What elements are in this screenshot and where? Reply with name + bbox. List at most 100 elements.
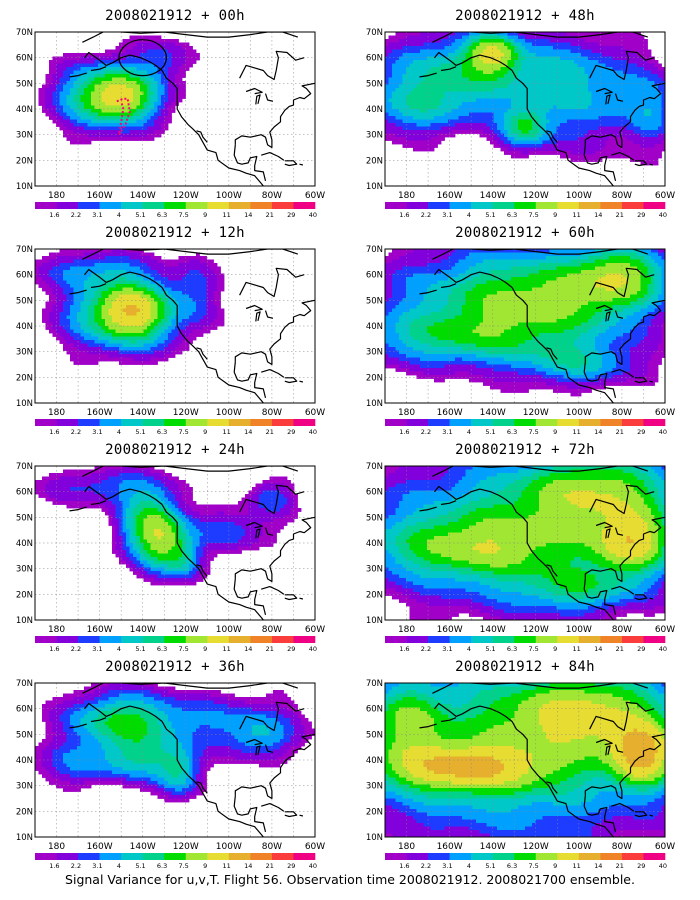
colorbar-label: 3.1 [442,862,452,870]
colorbar-swatch [471,636,493,643]
colorbar-label: 6.3 [157,428,167,436]
colorbar-swatch [428,636,450,643]
lat-tick-label: 50N [366,513,383,523]
colorbar-swatch [600,419,623,426]
colorbar-label: 6.3 [157,211,167,219]
colorbar-swatch [164,202,187,209]
colorbar-label: 29 [637,645,645,653]
lat-tick-label: 60N [16,271,33,281]
lat-tick-label: 10N [366,616,383,626]
colorbar-label: 4 [467,428,471,436]
colorbar-swatch [293,202,316,209]
colorbar-swatch [207,636,230,643]
coastlines [419,466,665,620]
colorbar-swatch [535,636,558,643]
map-frame [34,248,316,404]
colorbar-label: 2.2 [421,428,431,436]
colorbar-label: 9 [203,428,207,436]
colorbar-swatch [449,636,472,643]
lat-tick-label: 50N [16,79,33,89]
colorbar-swatch [250,853,273,860]
lon-tick-label: 100W [566,191,592,201]
colorbar-swatch [78,853,100,860]
colorbar-label: 1.6 [49,211,59,219]
lat-tick-label: 70N [16,462,33,472]
colorbar-label: 29 [287,211,295,219]
lon-tick-label: 160W [437,408,463,418]
colorbar-label: 1.6 [399,862,409,870]
colorbar-label: 5.1 [485,862,495,870]
colorbar-swatch [406,853,429,860]
colorbar-swatch [99,636,122,643]
contour-map: 70N 60N 50N 40N 30N 20N 10N 180 160W 140W 120W 100W… [16,28,325,219]
colorbar-swatch [514,202,537,209]
contour-map: 70N 60N 50N 40N 30N 20N 10N 180 160W 140W 120W 100W… [16,679,325,870]
colorbar-swatch [535,202,558,209]
map-frame [384,465,666,621]
lon-tick-label: 180 [48,625,65,635]
colorbar-swatch [78,636,100,643]
lon-tick-label: 60W [305,408,325,418]
map-frame [384,31,666,187]
variance-field [385,683,665,837]
colorbar-swatch [99,419,122,426]
lat-tick-label: 30N [366,131,383,141]
colorbar-swatch [293,419,316,426]
colorbar-swatch [142,636,165,643]
panel-title: 2008021912 + 12h [105,225,245,241]
colorbar-swatch [514,419,537,426]
lat-tick-label: 70N [366,679,383,689]
colorbar-label: 40 [309,645,317,653]
lat-tick-label: 70N [16,28,33,38]
lat-tick-label: 70N [366,462,383,472]
colorbar-swatch [643,853,666,860]
lat-tick-label: 20N [16,373,33,383]
colorbar-swatch [492,419,515,426]
colorbar-swatch [121,202,143,209]
colorbar-label: 2.2 [71,645,81,653]
lon-tick-label: 160W [87,191,113,201]
panel-title: 2008021912 + 84h [455,659,595,675]
colorbar-swatch [600,636,623,643]
colorbar-label: 3.1 [442,645,452,653]
colorbar-swatch [56,202,79,209]
lat-tick-label: 20N [16,590,33,600]
colorbar-swatch [142,853,165,860]
colorbar-label: 14 [244,211,252,219]
panel-title: 2008021912 + 24h [105,442,245,458]
map-panel: 2008021912 + 48h 70N 60N 50N 40N 30N 20N 10N 180… [350,0,700,219]
coastlines [419,683,665,837]
colorbar-label: 4 [467,211,471,219]
colorbar-label: 29 [287,862,295,870]
lon-tick-label: 80W [262,842,282,852]
colorbar-swatch [535,419,558,426]
colorbar-swatch [185,853,208,860]
colorbar-swatch [578,853,601,860]
contour-map: 70N 60N 50N 40N 30N 20N 10N 180 160W 140W 120W 100W… [366,679,675,870]
variance-field [35,249,225,365]
colorbar-swatch [185,202,208,209]
colorbar-label: 29 [637,428,645,436]
colorbar-label: 7.5 [528,428,538,436]
colorbar-label: 6.3 [507,645,517,653]
colorbar-label: 1.6 [399,211,409,219]
coastlines [69,249,315,403]
colorbar-swatch [271,636,294,643]
colorbar-label: 40 [309,862,317,870]
colorbar-label: 21 [266,645,274,653]
colorbar-swatch [142,419,165,426]
colorbar-label: 2.2 [421,862,431,870]
colorbar-label: 2.2 [71,211,81,219]
lon-tick-label: 120W [173,625,199,635]
colorbar-swatch [121,419,143,426]
colorbar-label: 9 [203,862,207,870]
colorbar-label: 7.5 [178,211,188,219]
lon-tick-label: 60W [655,408,675,418]
colorbar-swatch [56,853,79,860]
lon-tick-label: 180 [398,625,415,635]
colorbar-swatch [471,419,493,426]
colorbar-label: 21 [266,428,274,436]
lat-tick-label: 60N [16,705,33,715]
colorbar-swatch [78,419,100,426]
colorbar-swatch [164,853,187,860]
